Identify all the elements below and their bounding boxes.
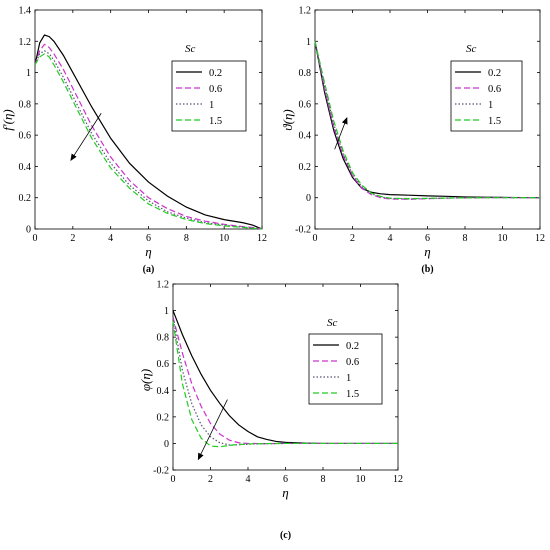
y-tick-label: 0.2 (157, 412, 170, 423)
legend-entry: 0.6 (209, 84, 222, 95)
legend-entry: 1.5 (488, 116, 501, 127)
y-tick-label: 0.2 (299, 162, 312, 173)
x-tick-label: 6 (425, 233, 430, 244)
chart-0: 0 2 4 6 8 10 12 0 0.2 0.4 0.6 0.8 1 1.2 1.4 η f′(η) (a) Sc… (0, 6, 267, 276)
y-tick-label: 1 (164, 306, 169, 317)
y-tick-label: 0.2 (19, 193, 32, 204)
legend-entry: 0.2 (488, 68, 501, 79)
y-tick-label: 0.4 (157, 386, 170, 397)
legend-box (450, 60, 523, 132)
x-axis-label: η (424, 244, 430, 259)
series-line-1 (314, 41, 540, 200)
legend-title: Sc (327, 317, 338, 329)
y-tick-label: 0.8 (157, 333, 170, 344)
x-tick-label: 10 (356, 474, 366, 485)
series-line-0.6 (34, 43, 263, 230)
x-tick-label: 8 (184, 233, 189, 244)
x-tick-label: 6 (283, 474, 288, 485)
series-line-1.5 (34, 53, 263, 230)
legend-title: Sc (185, 43, 196, 55)
x-tick-label: 8 (321, 474, 326, 485)
x-tick-label: 8 (463, 233, 468, 244)
y-axis-label: φ(η) (138, 369, 153, 391)
series-line-1.5 (314, 41, 540, 200)
y-tick-label: 0.4 (19, 162, 32, 173)
y-tick-label: 1 (306, 37, 311, 48)
x-tick-label: 12 (393, 474, 403, 485)
x-tick-label: 0 (33, 233, 38, 244)
x-tick-label: 2 (208, 474, 213, 485)
x-tick-label: 4 (246, 474, 251, 485)
y-tick-label: -0.2 (153, 466, 169, 477)
y-tick-label: 1 (26, 68, 31, 79)
x-tick-label: 10 (498, 233, 508, 244)
legend-entry: 1.5 (346, 389, 359, 400)
y-tick-label: 0.6 (19, 131, 32, 142)
x-tick-label: 0 (171, 474, 176, 485)
trend-arrow (70, 113, 102, 162)
y-tick-label: 0 (306, 193, 311, 204)
series-line-0.2 (34, 34, 263, 230)
y-axis-label: f′(η) (0, 109, 15, 131)
x-tick-label: 2 (350, 233, 355, 244)
panel-caption: (a) (143, 264, 155, 275)
legend-box (171, 60, 247, 132)
legend-box (308, 333, 383, 405)
y-tick-label: -0.2 (295, 225, 311, 236)
x-tick-label: 4 (388, 233, 393, 244)
x-tick-label: 0 (313, 233, 318, 244)
legend-entry: 0.2 (346, 341, 359, 352)
y-tick-label: 0.4 (299, 131, 312, 142)
chart-1: 0 2 4 6 8 10 12-0.200.20.40.60.811.2ηϑ(η)(b)Sc… (280, 6, 545, 276)
trend-arrow (197, 399, 228, 461)
legend-entry: 1 (488, 100, 493, 111)
y-tick-label: 1.2 (157, 280, 170, 291)
legend-entry: 0.6 (488, 84, 501, 95)
legend-entry: 1 (346, 373, 351, 384)
x-tick-label: 2 (70, 233, 75, 244)
y-tick-label: 1.2 (299, 6, 312, 17)
y-tick-label: 0 (26, 225, 31, 236)
x-tick-label: 6 (146, 233, 151, 244)
trend-arrow (334, 117, 348, 150)
chart-2: 0 2 4 6 8 10 12-0.200.20.40.60.811.2ηφ(η)(c)Sc… (138, 280, 403, 542)
y-tick-label: 0.6 (299, 99, 312, 110)
series-line-1.5 (172, 321, 398, 448)
x-tick-label: 12 (257, 233, 267, 244)
y-tick-label: 0 (164, 439, 169, 450)
legend-entry: 1.5 (209, 116, 222, 127)
y-tick-label: 1.2 (19, 37, 32, 48)
y-tick-label: 0.8 (299, 68, 312, 79)
x-tick-label: 12 (535, 233, 545, 244)
x-tick-label: 4 (108, 233, 113, 244)
legend-entry: 1 (209, 100, 214, 111)
panel-caption: (c) (280, 530, 291, 541)
x-axis-label: η (145, 244, 151, 259)
legend-entry: 0.2 (209, 68, 222, 79)
x-tick-label: 10 (219, 233, 229, 244)
legend-title: Sc (466, 43, 477, 55)
legend-entry: 0.6 (346, 357, 359, 368)
x-axis-label: η (282, 485, 288, 500)
y-tick-label: 1.4 (19, 6, 32, 17)
y-axis-label: ϑ(η) (280, 109, 295, 131)
series-line-1 (34, 49, 263, 230)
panel-caption: (b) (421, 264, 433, 275)
y-tick-label: 0.8 (19, 99, 32, 110)
y-tick-label: 0.6 (157, 359, 170, 370)
